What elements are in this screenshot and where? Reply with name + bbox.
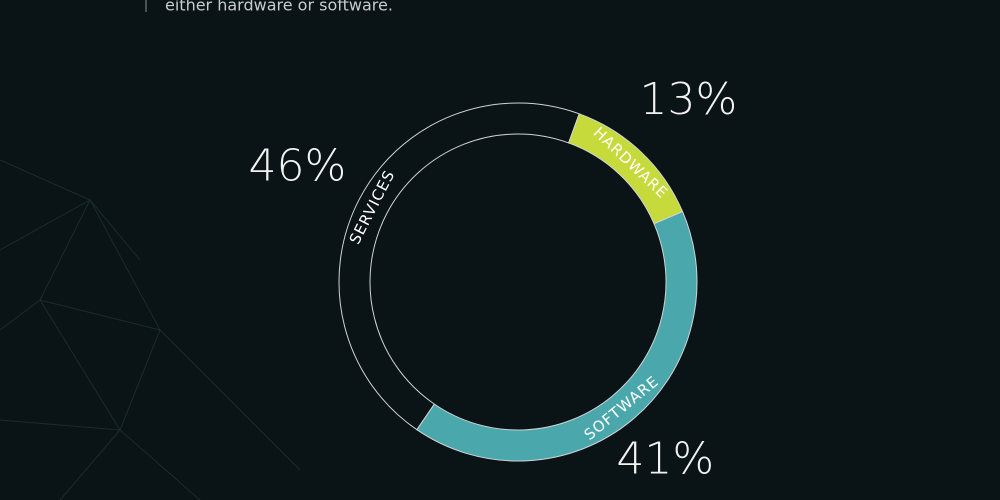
decor-line xyxy=(0,159,91,331)
donut-segment xyxy=(567,113,684,225)
decor-lines xyxy=(0,159,301,500)
subtitle: either hardware or software. xyxy=(165,0,393,15)
decor-line xyxy=(0,199,141,261)
donut-segment xyxy=(416,210,698,462)
donut-segment xyxy=(338,102,580,431)
decor-line xyxy=(38,199,301,471)
decor-line xyxy=(119,429,201,500)
percent-label: 41% xyxy=(616,433,714,484)
percent-label: 13% xyxy=(639,74,737,125)
percent-label: 46% xyxy=(249,141,347,192)
